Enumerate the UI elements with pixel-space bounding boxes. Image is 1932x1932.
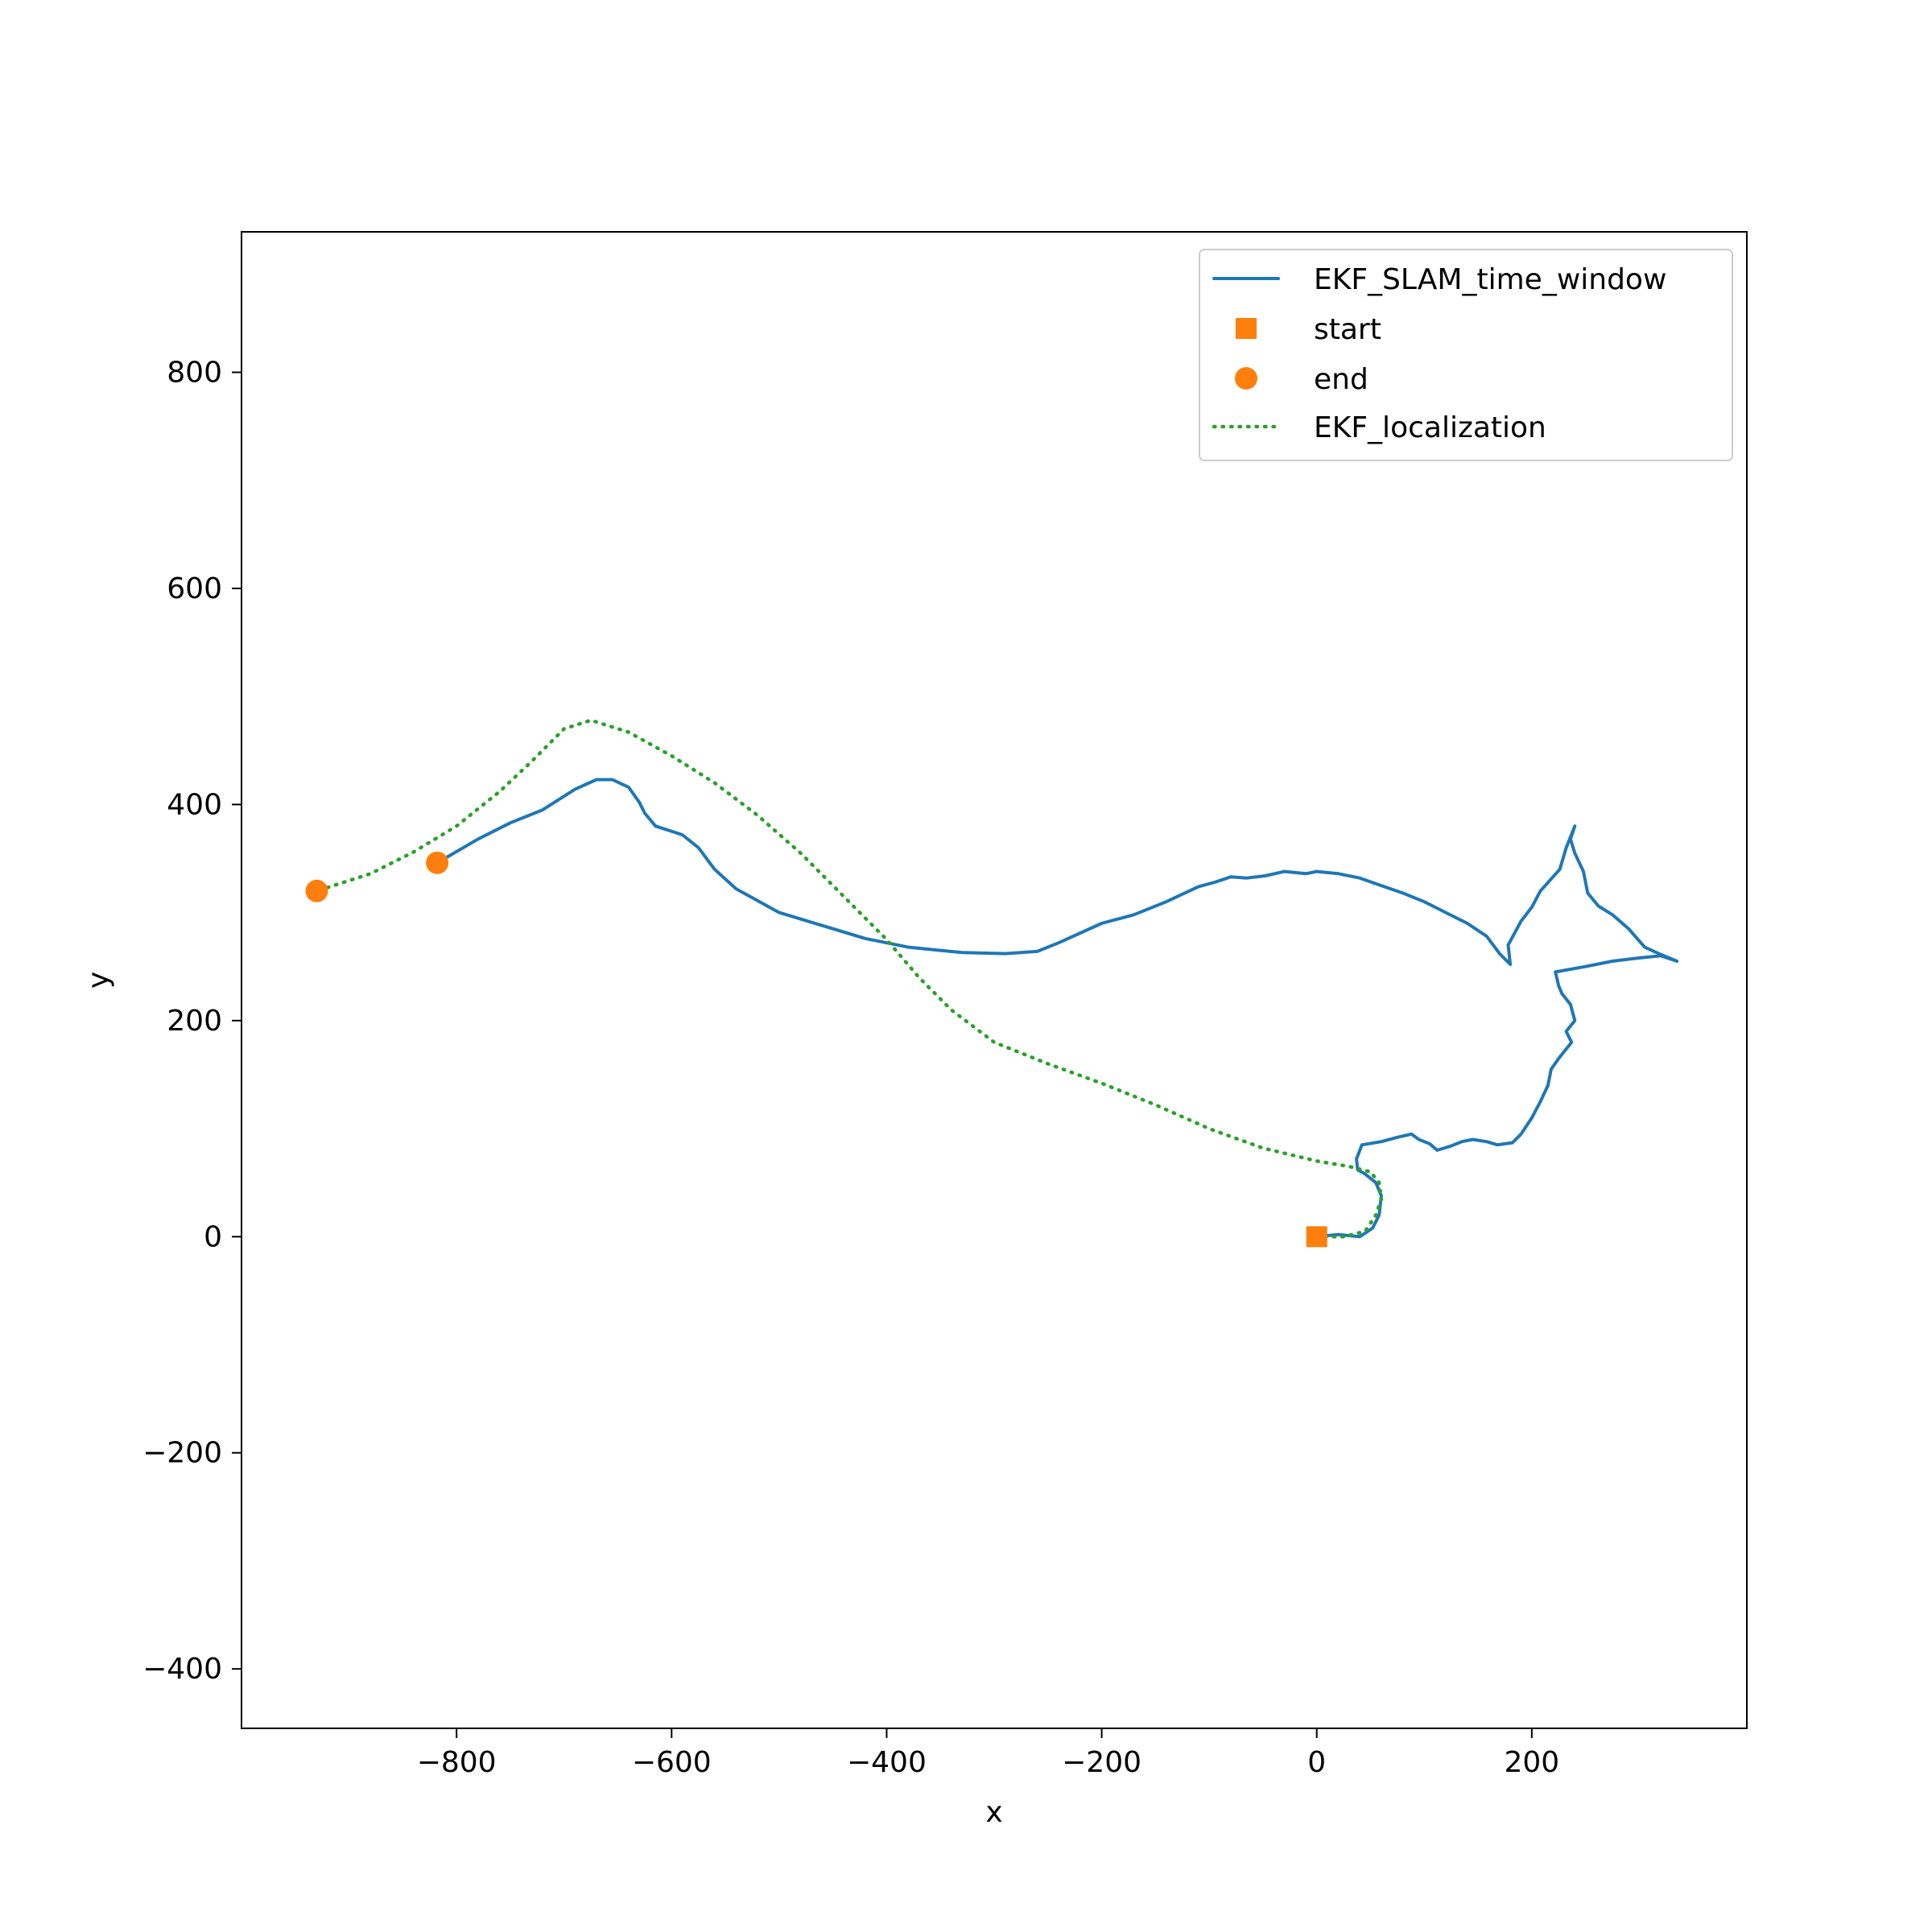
- marker-end-0: [426, 851, 449, 874]
- series-group: [305, 718, 1679, 1248]
- series-line-ekf-localization: [315, 718, 1384, 1239]
- y-tick-label: 0: [204, 1220, 222, 1253]
- legend-label-end: end: [1314, 363, 1368, 396]
- y-axis-label: y: [82, 972, 115, 989]
- y-tick-label: 200: [167, 1005, 222, 1038]
- marker-start-0: [1306, 1226, 1327, 1248]
- axes: −800 −600 −400 −200 0 200 −400 −200 0 200 400 600 80…: [82, 231, 1748, 1829]
- plot-area: [305, 718, 1679, 1248]
- y-tick-label: −400: [142, 1653, 222, 1686]
- y-tick-label: 400: [167, 788, 222, 821]
- x-tick-label: 200: [1504, 1746, 1559, 1779]
- legend-swatch-end: [1235, 367, 1257, 390]
- x-tick-label: −400: [847, 1746, 927, 1779]
- x-axis-label: x: [985, 1796, 1002, 1829]
- legend-box: [1199, 249, 1733, 461]
- legend-label-ekf-localization: EKF_localization: [1314, 411, 1546, 444]
- series-line-ekf-slam-time-window: [435, 778, 1679, 1239]
- x-tick-label: −200: [1062, 1746, 1141, 1779]
- x-tick-label: −600: [632, 1746, 712, 1779]
- x-tick-label: −800: [417, 1746, 497, 1779]
- legend-label-ekf-slam-time-window: EKF_SLAM_time_window: [1314, 263, 1666, 296]
- y-tick-label: 800: [167, 356, 222, 389]
- marker-end-1: [305, 879, 328, 902]
- legend-label-start: start: [1314, 313, 1381, 346]
- y-tick-label: −200: [142, 1437, 222, 1470]
- legend-swatch-start: [1236, 318, 1257, 339]
- x-tick-label: 0: [1307, 1746, 1326, 1779]
- axes-frame: [241, 231, 1748, 1729]
- y-tick-label: 600: [167, 572, 222, 605]
